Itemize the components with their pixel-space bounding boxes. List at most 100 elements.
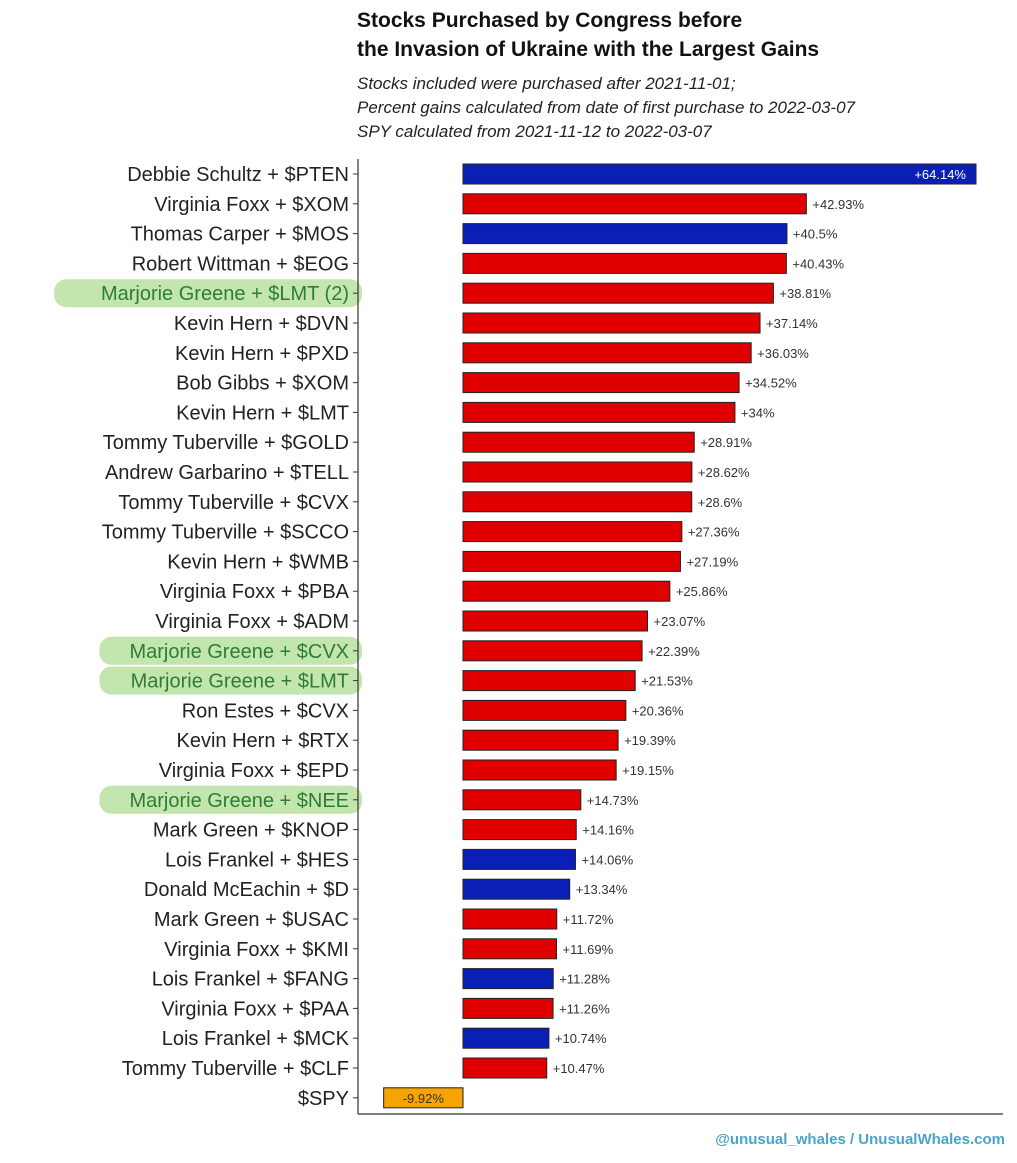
bar <box>462 848 576 870</box>
data-label: +11.72% <box>563 912 614 927</box>
category-label: Donald McEachin + $D <box>144 879 349 901</box>
bar <box>462 193 807 215</box>
data-label: +34% <box>741 405 775 420</box>
category-label: Kevin Hern + $WMB <box>167 551 349 573</box>
category-label: Virginia Foxx + $PAA <box>161 998 349 1020</box>
bar <box>383 1087 464 1109</box>
chart-title: Stocks Purchased by Congress before the … <box>357 6 819 64</box>
category-label: Lois Frankel + $FANG <box>152 969 349 991</box>
bar <box>462 163 977 185</box>
category-label: Robert Wittman + $EOG <box>132 253 349 275</box>
category-label: Andrew Garbarino + $TELL <box>105 462 349 484</box>
category-label: Virginia Foxx + $ADM <box>155 611 349 633</box>
label-highlight <box>54 279 362 308</box>
bar <box>462 699 627 721</box>
category-label: Marjorie Greene + $NEE <box>129 790 349 812</box>
data-label: +11.28% <box>559 972 610 987</box>
data-label: +42.93% <box>812 197 864 212</box>
bar <box>462 372 740 394</box>
bar <box>462 997 554 1019</box>
bar <box>462 1057 548 1079</box>
bar <box>462 938 557 960</box>
data-label: +34.52% <box>745 376 797 391</box>
bars-layer: +64.14% +42.93% +40.5% +40.43% +38.81% +37.14… <box>383 163 977 1109</box>
chart-title-line-1: Stocks Purchased by Congress before <box>357 9 743 32</box>
data-label: +27.36% <box>688 525 740 540</box>
data-label: +23.07% <box>654 614 706 629</box>
data-label: +25.86% <box>676 584 728 599</box>
bar <box>462 521 683 543</box>
data-label: +11.26% <box>559 1001 610 1016</box>
bar <box>462 670 636 692</box>
bar <box>462 550 681 572</box>
category-label: Kevin Hern + $DVN <box>174 313 349 335</box>
data-label: +13.34% <box>576 882 628 897</box>
category-label: Thomas Carper + $MOS <box>131 224 349 246</box>
data-label: +40.5% <box>793 227 838 242</box>
bar <box>462 223 788 245</box>
axes-layer: Debbie Schultz + $PTEN Virginia Foxx + $X… <box>101 159 1003 1115</box>
category-label: Marjorie Greene + $CVX <box>129 641 349 663</box>
bar <box>462 282 774 304</box>
data-label: +28.6% <box>698 495 743 510</box>
bar <box>462 878 571 900</box>
category-label: Virginia Foxx + $XOM <box>154 194 349 216</box>
data-label: +21.53% <box>641 674 693 689</box>
bar <box>462 759 617 781</box>
data-label: +19.39% <box>624 733 676 748</box>
category-label: Tommy Tuberville + $CLF <box>122 1058 349 1080</box>
data-label: +20.36% <box>632 703 684 718</box>
category-label: Virginia Foxx + $PBA <box>160 581 350 603</box>
bar <box>462 908 558 930</box>
category-label: Marjorie Greene + $LMT (2) <box>101 283 349 305</box>
data-label: +28.91% <box>700 435 752 450</box>
bar <box>462 640 643 662</box>
chart-subtitle-line-1: Stocks included were purchased after 202… <box>357 74 736 93</box>
bar <box>462 819 577 841</box>
bar <box>462 401 736 423</box>
data-label: +10.74% <box>555 1031 607 1046</box>
bar <box>462 968 554 990</box>
data-label: +27.19% <box>686 554 738 569</box>
chart-subtitle-line-3: SPY calculated from 2021-11-12 to 2022-0… <box>357 122 712 141</box>
category-label: Lois Frankel + $MCK <box>162 1028 350 1050</box>
bar <box>462 610 649 632</box>
category-label: Kevin Hern + $PXD <box>175 343 349 365</box>
data-label: +19.15% <box>622 763 674 778</box>
highlight-layer <box>54 279 363 814</box>
category-label: Debbie Schultz + $PTEN <box>127 164 349 186</box>
data-label: +10.47% <box>553 1061 605 1076</box>
bar <box>462 431 695 453</box>
category-label: Ron Estes + $CVX <box>182 700 349 722</box>
data-label: +14.16% <box>582 823 634 838</box>
bar <box>462 461 693 483</box>
data-label: +38.81% <box>779 286 831 301</box>
category-label: Tommy Tuberville + $CVX <box>118 492 349 514</box>
bar <box>462 342 752 364</box>
data-label: +14.06% <box>581 852 633 867</box>
category-label: Kevin Hern + $RTX <box>177 730 350 752</box>
category-label: Marjorie Greene + $LMT <box>131 671 349 693</box>
category-label: Bob Gibbs + $XOM <box>176 373 349 395</box>
category-label: Virginia Foxx + $KMI <box>164 939 349 961</box>
category-label: Lois Frankel + $HES <box>165 849 349 871</box>
data-label: +14.73% <box>587 793 639 808</box>
bar <box>462 491 693 513</box>
data-label: +36.03% <box>757 346 809 361</box>
bar <box>462 789 582 811</box>
chart-subtitle: Stocks included were purchased after 202… <box>357 72 855 144</box>
data-label: +40.43% <box>792 256 844 271</box>
category-label: Tommy Tuberville + $SCCO <box>102 522 349 544</box>
bar <box>462 312 761 334</box>
category-label: Mark Green + $KNOP <box>153 820 349 842</box>
label-highlight <box>99 666 363 695</box>
data-label: +11.69% <box>562 942 613 957</box>
bar <box>462 729 619 751</box>
data-label: +37.14% <box>766 316 818 331</box>
source-credit: @unusual_whales / UnusualWhales.com <box>715 1131 1005 1148</box>
bar <box>462 252 787 274</box>
bar <box>462 580 671 602</box>
data-label: +64.14% <box>914 167 966 182</box>
data-label: +28.62% <box>698 465 750 480</box>
